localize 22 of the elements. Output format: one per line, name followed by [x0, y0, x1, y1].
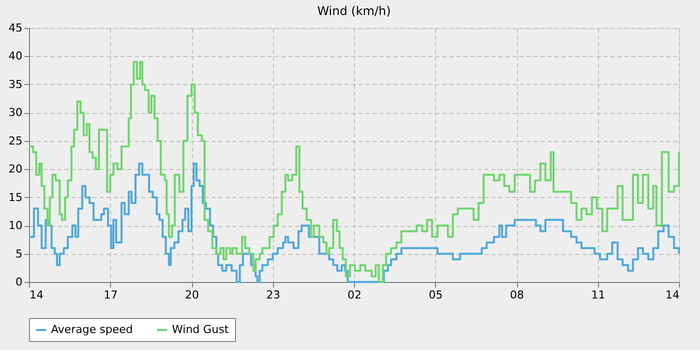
y-tick-label: 10: [8, 219, 22, 232]
x-tick-label: 23: [266, 288, 280, 302]
y-tick-label: 25: [8, 134, 22, 148]
y-tick-label: 5: [16, 247, 22, 260]
x-tick-label: 14: [30, 288, 44, 302]
y-tick-label: 0: [16, 276, 22, 288]
y-tick-label: 15: [8, 190, 22, 204]
y-tick-label: 40: [8, 50, 22, 63]
legend-label: Average speed: [51, 323, 133, 336]
x-tick-label: 20: [185, 288, 199, 302]
x-tick-label: 14: [666, 288, 680, 302]
x-tick-label: 17: [104, 288, 118, 302]
y-tick-label: 45: [8, 22, 22, 34]
y-tick-label: 35: [8, 78, 22, 91]
x-tick-label: 02: [348, 288, 362, 302]
chart-title: Wind (km/h): [317, 4, 391, 18]
legend-label: Wind Gust: [172, 323, 230, 336]
x-tick-label: 08: [510, 288, 524, 302]
x-tick-label: 05: [428, 288, 443, 302]
y-tick-label: 30: [8, 106, 22, 120]
x-tick-label: 11: [591, 288, 606, 302]
y-tick-label: 20: [8, 162, 22, 176]
